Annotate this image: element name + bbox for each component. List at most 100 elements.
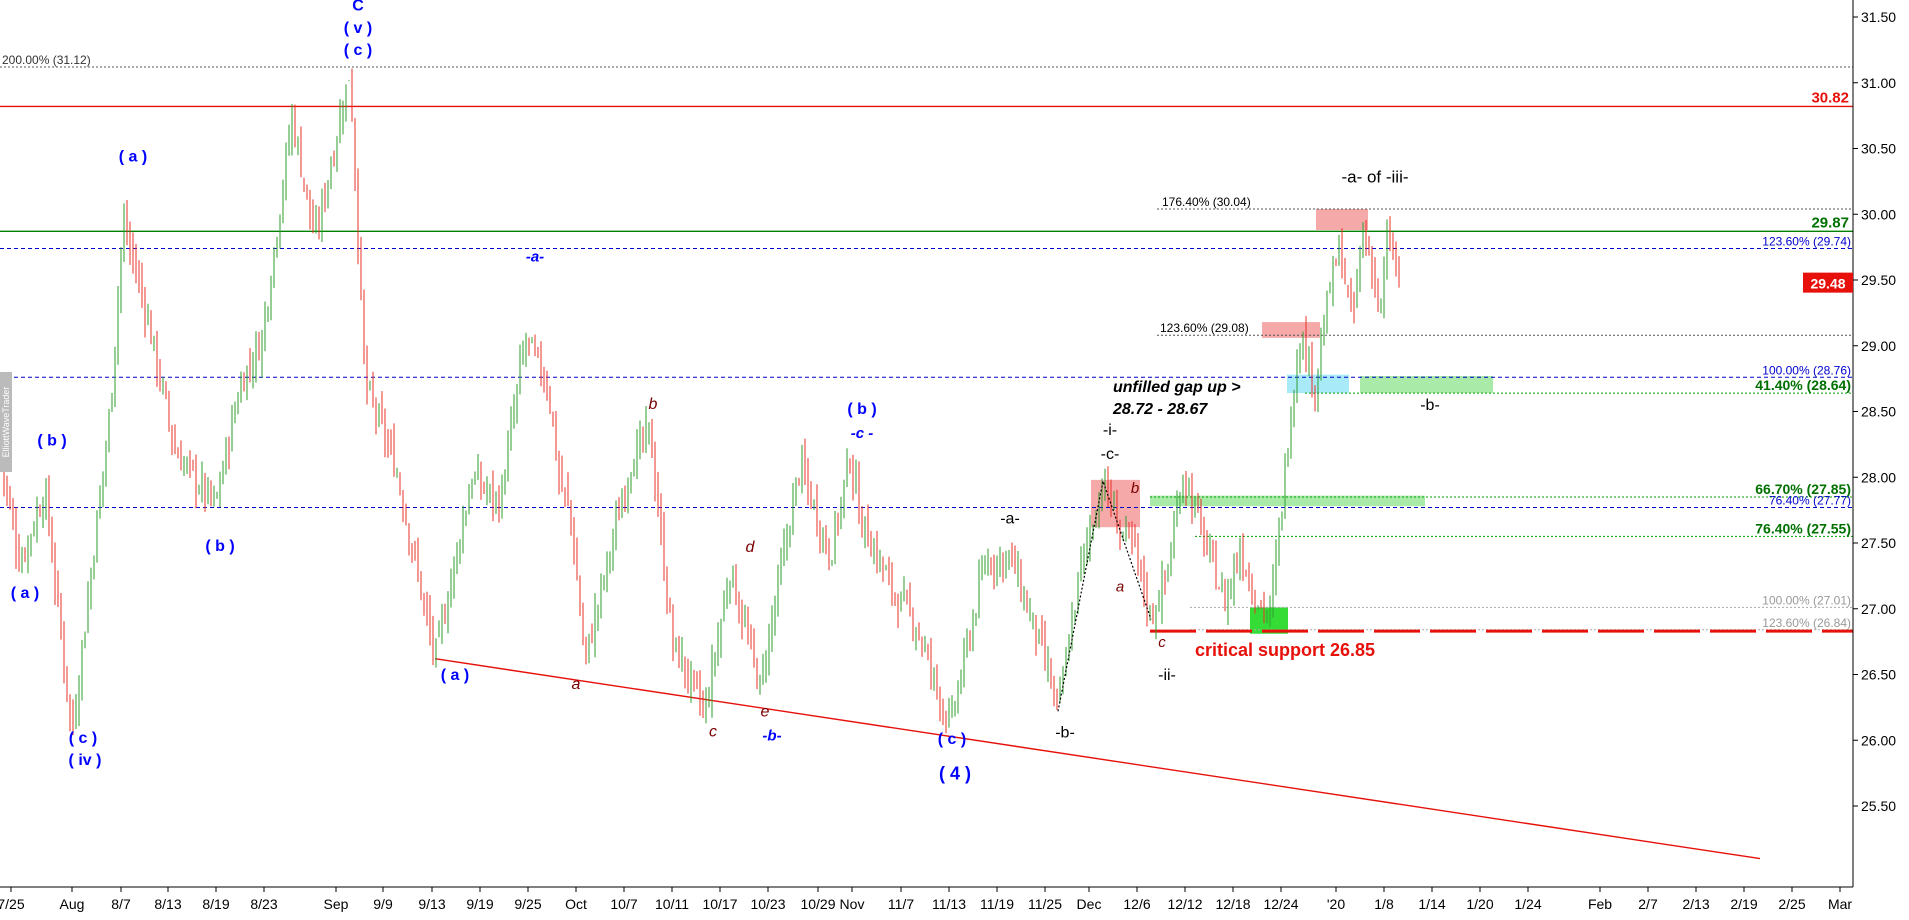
x-tick-label: 1/8 [1374, 896, 1394, 912]
last-price-label: 29.48 [1810, 276, 1845, 292]
wave-label: ( v ) [344, 20, 372, 37]
x-tick-label: 11/13 [932, 896, 966, 912]
highlight-zone [1150, 495, 1425, 507]
wave-label: ( a ) [119, 149, 147, 166]
wave-label: ( b ) [205, 538, 234, 555]
wave-label: -a- [1000, 510, 1020, 527]
wave-label: b [649, 396, 658, 413]
trendline-layer: critical support 26.85 [434, 629, 1853, 860]
x-tick-label: Aug [60, 896, 85, 912]
x-tick-label: 1/24 [1514, 896, 1541, 912]
x-tick-label: 12/6 [1123, 896, 1150, 912]
x-tick-label: Sep [324, 896, 349, 912]
y-tick-label: 30.50 [1861, 141, 1896, 157]
x-tick-label: 1/20 [1466, 896, 1493, 912]
x-tick-label: 10/17 [702, 896, 737, 912]
wave-label: ( 4 ) [939, 764, 971, 784]
highlight-zone [1360, 375, 1493, 394]
wave-label: d [746, 539, 756, 556]
levels-layer: 200.00% (31.12) 176.40% (30.04) 123.60% (2… [0, 53, 1853, 631]
price-tag-label: 30.82 [1811, 89, 1849, 106]
x-tick-label: 12/18 [1215, 896, 1250, 912]
x-tick-label: Oct [565, 896, 587, 912]
level-label: 123.60% (26.84) [1762, 616, 1851, 630]
price-tag-label: 29.87 [1811, 214, 1849, 231]
x-tick-label: 8/13 [154, 896, 181, 912]
y-tick-label: 29.50 [1861, 272, 1896, 288]
wave-label: -a- [526, 249, 544, 266]
x-tick-label: 2/13 [1682, 896, 1709, 912]
x-tick-label: 11/25 [1028, 896, 1062, 912]
wave-label: ( a ) [11, 585, 39, 602]
wave-label: e [761, 704, 770, 721]
last-price-tag [1803, 272, 1853, 293]
x-tick-label: 12/24 [1263, 896, 1298, 912]
highlight-zone [1250, 607, 1288, 634]
highlight-zone [1316, 208, 1368, 231]
x-tick-label: 8/7 [111, 896, 131, 912]
level-label: 41.40% (28.64) [1755, 377, 1851, 393]
wave-label: -c- [1101, 446, 1120, 463]
wave-label: unfilled gap up > [1113, 379, 1241, 396]
y-tick-label: 25.50 [1861, 798, 1896, 814]
wave-label: a [1116, 579, 1124, 596]
x-tick-label: 1/14 [1418, 896, 1445, 912]
wave-label: ( b ) [847, 401, 876, 418]
level-label: 200.00% (31.12) [2, 53, 91, 67]
wave-label: -i- [1103, 422, 1117, 439]
y-tick-label: 31.50 [1861, 9, 1896, 25]
x-tick-label: 8/19 [202, 896, 229, 912]
x-tick-label: Feb [1588, 896, 1612, 912]
y-tick-label: 28.50 [1861, 404, 1896, 420]
wave-label: C [352, 0, 364, 14]
wave-label: -c - [851, 425, 874, 442]
x-tick-label: 11/7 [888, 896, 914, 912]
trendline [434, 658, 1761, 860]
watermark-tab [0, 372, 12, 472]
x-tick-label: 2/25 [1778, 896, 1805, 912]
x-tick-label: Nov [840, 896, 865, 912]
wave-label: -b- [762, 727, 781, 744]
wave-label: -b- [1055, 725, 1075, 742]
x-tick-label: 2/19 [1730, 896, 1757, 912]
x-tick-label: 9/9 [373, 896, 393, 912]
x-tick-label: Mar [1828, 896, 1852, 912]
wave-label: ( c ) [344, 42, 372, 59]
x-tick-label: 10/7 [610, 896, 637, 912]
x-tick-label: Dec [1077, 896, 1102, 912]
level-label: 100.00% (28.76) [1762, 363, 1851, 377]
x-tick-label: '20 [1327, 896, 1345, 912]
x-tick-label: 12/12 [1167, 896, 1202, 912]
wave-label: b [1131, 480, 1139, 497]
wave-label: -b- [1420, 397, 1440, 414]
y-tick-label: 28.00 [1861, 469, 1896, 485]
y-tick-label: 27.00 [1861, 601, 1896, 617]
x-tick-label: 8/23 [250, 896, 277, 912]
x-tick-label: 10/29 [800, 896, 835, 912]
x-tick-label: 7/25 [0, 896, 25, 912]
wave-label: a [572, 676, 581, 693]
watermark-text: ElliottWaveTrader [1, 387, 11, 458]
y-tick-label: 27.50 [1861, 535, 1896, 551]
wave-label: c [709, 723, 717, 740]
level-label: 123.60% (29.08) [1160, 321, 1249, 335]
x-tick-label: 11/19 [980, 896, 1014, 912]
wave-label: -a- of -iii- [1341, 168, 1408, 187]
x-tick-label: 10/11 [655, 896, 689, 912]
y-tick-label: 31.00 [1861, 75, 1896, 91]
level-label: 66.70% (27.85) [1755, 481, 1851, 497]
level-label: 176.40% (30.04) [1162, 195, 1251, 209]
x-tick-label: 9/13 [418, 896, 445, 912]
wave-label: ( c ) [938, 731, 966, 748]
wave-label: ( a ) [441, 667, 469, 684]
level-label: 76.40% (27.77) [1769, 493, 1851, 507]
level-label: 123.60% (29.74) [1762, 234, 1851, 248]
wave-labels-layer: 3C( v )( c )( a )( b )( a )( b )( c )( i… [11, 0, 1440, 784]
wave-label: ( c ) [69, 730, 97, 747]
y-tick-label: 30.00 [1861, 206, 1896, 222]
critical-support-label: critical support 26.85 [1195, 640, 1375, 660]
x-tick-label: 9/19 [466, 896, 493, 912]
watermark-layer: ElliottWaveTrader [0, 372, 12, 472]
wave-label: ( b ) [37, 433, 66, 450]
